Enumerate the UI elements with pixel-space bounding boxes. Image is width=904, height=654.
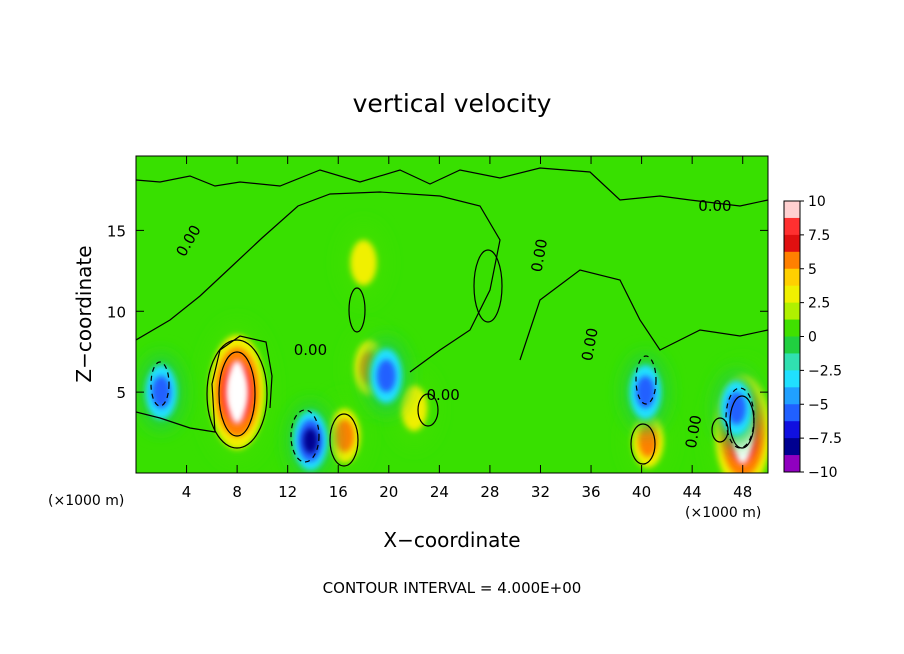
- contour-label: 0.00: [578, 326, 602, 362]
- y-axis-label: Z−coordinate: [72, 245, 96, 382]
- zero-contour-upper: [136, 167, 768, 207]
- contour-downdraft-13: [290, 409, 320, 463]
- contour-downdraft-40: [635, 355, 657, 405]
- contour-label: 0.00: [294, 341, 327, 359]
- field-level: [376, 359, 396, 393]
- field-level: [335, 419, 354, 453]
- contour-downdraft-2: [150, 361, 170, 407]
- field-feature-weak-updraft-11: [341, 224, 386, 301]
- field-level: [635, 375, 655, 409]
- field-level: [350, 239, 377, 286]
- colorbar-swatch: [784, 404, 800, 422]
- colorbar-swatch: [784, 336, 800, 354]
- colorbar-swatch: [784, 387, 800, 405]
- contour-label: 0.00: [426, 386, 459, 404]
- colorbar-tick-label: −10: [808, 465, 838, 481]
- field-level: [726, 392, 746, 425]
- colorbar-tick-label: −2.5: [808, 363, 842, 379]
- zero-contour-low-left: [136, 335, 273, 433]
- field-feature-downdraft-6: [288, 402, 333, 473]
- contour-downdraft-48: [725, 387, 755, 449]
- colorbar-swatch: [784, 234, 800, 253]
- colorbar-swatch: [784, 217, 800, 236]
- x-tick-label: 36: [581, 483, 600, 501]
- colorbar-tick-label: 2.5: [808, 296, 830, 312]
- zero-contour-mid: [519, 269, 768, 361]
- zero-contour-left-envelope: [136, 191, 501, 373]
- x-tick-label: 40: [632, 483, 651, 501]
- contour-layer: [136, 167, 768, 467]
- x-tick-label: 16: [329, 483, 348, 501]
- y-axis: 5 10 15: [107, 222, 768, 402]
- field-feature-downdraft-9: [623, 354, 668, 431]
- colorbar-swatch: [784, 370, 800, 388]
- contour-interval-note: CONTOUR INTERVAL = 4.000E+00: [323, 579, 582, 597]
- x-tick-label: 28: [480, 483, 499, 501]
- contour-updraft-40: [630, 423, 656, 465]
- colorbar-tick-label: −7.5: [808, 431, 842, 447]
- contour-label: 0.00: [682, 414, 706, 450]
- plot-area: [136, 156, 768, 473]
- colorbar-swatch: [784, 251, 800, 270]
- colorbar-swatch: [784, 438, 800, 456]
- field-peak: [227, 360, 247, 424]
- contour-island: [473, 249, 503, 323]
- colorbar-tick-label: 0: [808, 330, 817, 346]
- field-feature-downdraft-8: [364, 337, 409, 414]
- x-axis: 4 8 12 16 20 24 28 32 36 40 44 48: [182, 156, 752, 501]
- field-layer: [139, 224, 768, 473]
- colorbar-tick-label: 5: [808, 262, 817, 278]
- colorbar-swatch: [784, 285, 800, 304]
- y-tick-label: 5: [116, 384, 126, 402]
- contour-updraft-16: [329, 413, 359, 467]
- field-feature-downdraft-10: [714, 370, 759, 447]
- plot-frame: [135, 155, 769, 474]
- contour-label: 0.00: [698, 197, 731, 215]
- x-tick-label: 12: [278, 483, 297, 501]
- colorbar-swatch: [784, 302, 800, 321]
- x-tick-label: 32: [531, 483, 550, 501]
- colorbar-swatch: [784, 455, 800, 473]
- x-tick-label: 8: [232, 483, 242, 501]
- colorbar-swatch: [784, 421, 800, 439]
- colorbar: 10 7.5 5 2.5 0 −2.5 −5 −7.5 −10: [783, 194, 842, 481]
- colorbar-tick-label: 7.5: [808, 228, 830, 244]
- contour-updraft-46: [711, 417, 729, 443]
- y-tick-label: 10: [107, 303, 126, 321]
- contour-label: 0.00: [528, 237, 552, 273]
- contour-updraft-18: [348, 287, 366, 333]
- chart-title: vertical velocity: [353, 89, 552, 118]
- field-level: [303, 427, 318, 454]
- contour-updraft-8: [206, 339, 268, 449]
- x-tick-label: 4: [182, 483, 192, 501]
- x-tick-label: 44: [683, 483, 702, 501]
- x-unit-label-right: (×1000 m): [685, 505, 761, 521]
- contour-updraft-8-inner: [218, 351, 256, 437]
- colorbar-swatch: [784, 201, 800, 219]
- colorbar-tick-label: 10: [808, 194, 826, 210]
- y-tick-label: 15: [107, 222, 126, 240]
- x-axis-label: X−coordinate: [383, 528, 520, 552]
- contour-updraft-22: [417, 393, 439, 427]
- x-tick-label: 24: [430, 483, 449, 501]
- field-feature-downdraft-7: [139, 354, 184, 431]
- x-unit-label-left: (×1000 m): [48, 493, 124, 509]
- colorbar-swatch: [784, 319, 800, 337]
- x-tick-label: 48: [733, 483, 752, 501]
- x-tick-label: 20: [379, 483, 398, 501]
- colorbar-swatch: [784, 268, 800, 287]
- colorbar-tick-label: −5: [808, 397, 829, 413]
- field-feature-updraft-0: [203, 322, 272, 463]
- field-level: [151, 375, 171, 409]
- colorbar-swatch: [784, 353, 800, 371]
